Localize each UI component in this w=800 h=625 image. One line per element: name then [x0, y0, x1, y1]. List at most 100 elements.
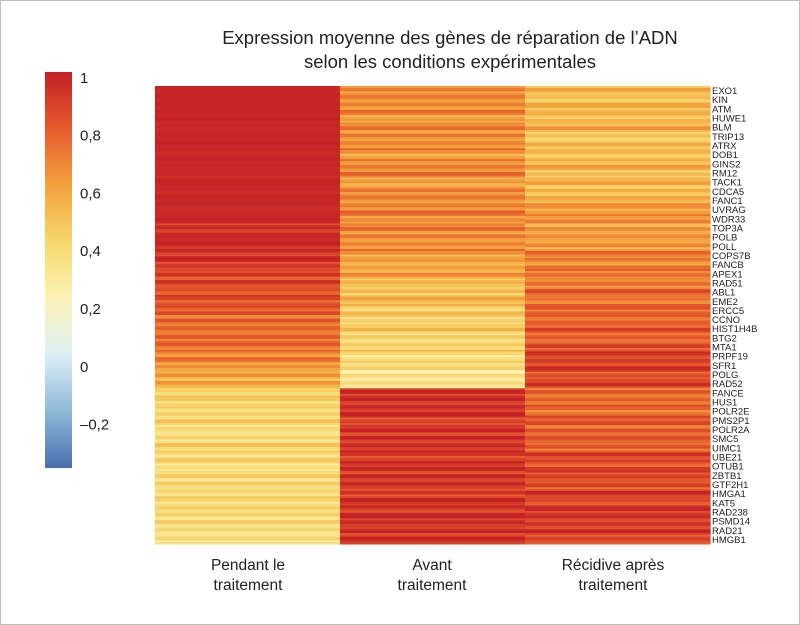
heatmap-cell	[340, 316, 526, 320]
heatmap-cell	[155, 331, 341, 334]
heatmap-cell	[340, 300, 526, 303]
heatmap-cell	[155, 144, 341, 147]
heatmap-cell	[340, 534, 526, 538]
heatmap-cell	[155, 325, 341, 329]
heatmap-cell	[155, 503, 341, 507]
heatmap-cell	[525, 542, 711, 545]
heatmap-cell	[525, 307, 711, 311]
heatmap-cell	[155, 443, 341, 446]
heatmap-cell	[525, 118, 711, 122]
heatmap-cell	[155, 287, 341, 290]
heatmap-cell	[155, 481, 341, 485]
heatmap-cell	[525, 452, 711, 455]
heatmap-cell	[340, 523, 526, 527]
heatmap-cell	[525, 421, 711, 424]
heatmap-cell	[340, 289, 526, 292]
heatmap-cell	[525, 413, 711, 417]
heatmap-cell	[525, 300, 711, 303]
chart-title-line1: Expression moyenne des gènes de réparati…	[222, 27, 678, 48]
heatmap-cell	[155, 296, 341, 300]
heatmap-cell	[340, 382, 526, 386]
heatmap-cell	[155, 311, 341, 314]
heatmap-cell	[340, 364, 526, 367]
heatmap-cell	[155, 318, 341, 321]
heatmap-cell	[525, 399, 711, 402]
heatmap-cell	[340, 397, 526, 400]
heatmap-cell	[525, 87, 711, 91]
heatmap-cell	[340, 153, 526, 157]
heatmap-cell	[340, 432, 526, 435]
heatmap-cell	[340, 476, 526, 479]
heatmap-cell	[340, 423, 526, 426]
heatmap-cell	[155, 302, 341, 305]
heatmap-cell	[340, 217, 526, 221]
heatmap-cell	[340, 247, 526, 250]
heatmap-cell	[525, 371, 711, 375]
heatmap-cell	[340, 258, 526, 261]
heatmap-cell	[525, 384, 711, 387]
heatmap-cell	[525, 490, 711, 494]
heatmap-cell	[155, 161, 341, 164]
heatmap-cell	[340, 492, 526, 496]
heatmap-cell	[525, 203, 711, 206]
heatmap-cell	[340, 265, 526, 268]
heatmap-cell	[525, 522, 711, 525]
heatmap-cell	[155, 225, 341, 228]
gene-label: TOP3A	[712, 223, 744, 234]
heatmap-cell	[155, 100, 341, 103]
heatmap-cell	[525, 474, 711, 477]
heatmap-cell	[340, 540, 526, 543]
heatmap-cell	[525, 322, 711, 325]
heatmap-cell	[340, 415, 526, 419]
colorbar-tick-label: 0,8	[80, 128, 101, 145]
heatmap-cell	[340, 353, 526, 356]
gene-label: EXO1	[712, 86, 737, 97]
heatmap-cell	[525, 106, 711, 109]
heatmap-cell	[340, 294, 526, 298]
gene-label: OTUB1	[712, 462, 744, 473]
heatmap-cell	[155, 217, 341, 221]
heatmap-cell	[155, 267, 341, 270]
heatmap-cell	[525, 368, 711, 371]
heatmap-cell	[525, 329, 711, 332]
heatmap-cell	[525, 344, 711, 347]
gene-label: ZBTB1	[712, 471, 742, 482]
heatmap-cell	[340, 346, 526, 349]
heatmap-cell	[155, 397, 341, 400]
heatmap-cell	[525, 333, 711, 336]
heatmap-cell	[155, 445, 341, 448]
heatmap-cell	[340, 529, 526, 532]
heatmap-cell	[525, 223, 711, 226]
heatmap-cell	[525, 479, 711, 483]
heatmap-cell	[340, 194, 526, 197]
heatmap-cell	[525, 282, 711, 285]
gene-label: TACK1	[712, 178, 742, 189]
heatmap-cell	[340, 531, 526, 534]
heatmap-cell	[525, 507, 711, 510]
heatmap-cell	[340, 437, 526, 441]
heatmap-cell	[525, 435, 711, 439]
chart-title: Expression moyenne des gènes de réparati…	[150, 26, 750, 74]
heatmap-cell	[340, 221, 526, 224]
gene-label: BLM	[712, 123, 732, 134]
heatmap-cell	[525, 335, 711, 338]
heatmap-cell	[340, 483, 526, 486]
heatmap-cell	[525, 434, 711, 437]
heatmap-cell	[340, 126, 526, 129]
heatmap-cell	[340, 522, 526, 525]
heatmap-cell	[525, 424, 711, 428]
gene-label: FANCE	[712, 388, 744, 399]
heatmap-cell	[525, 184, 711, 188]
heatmap-cell	[525, 313, 711, 316]
heatmap-cell	[525, 293, 711, 296]
heatmap-cell	[340, 195, 526, 199]
heatmap-cell	[155, 417, 341, 420]
heatmap-cell	[525, 388, 711, 391]
heatmap-cell	[340, 368, 526, 371]
heatmap-cell	[340, 104, 526, 107]
heatmap-cell	[525, 534, 711, 538]
gene-label: DOB1	[712, 150, 738, 161]
heatmap-cell	[340, 467, 526, 470]
heatmap-cell	[155, 181, 341, 184]
heatmap-cell	[525, 285, 711, 289]
